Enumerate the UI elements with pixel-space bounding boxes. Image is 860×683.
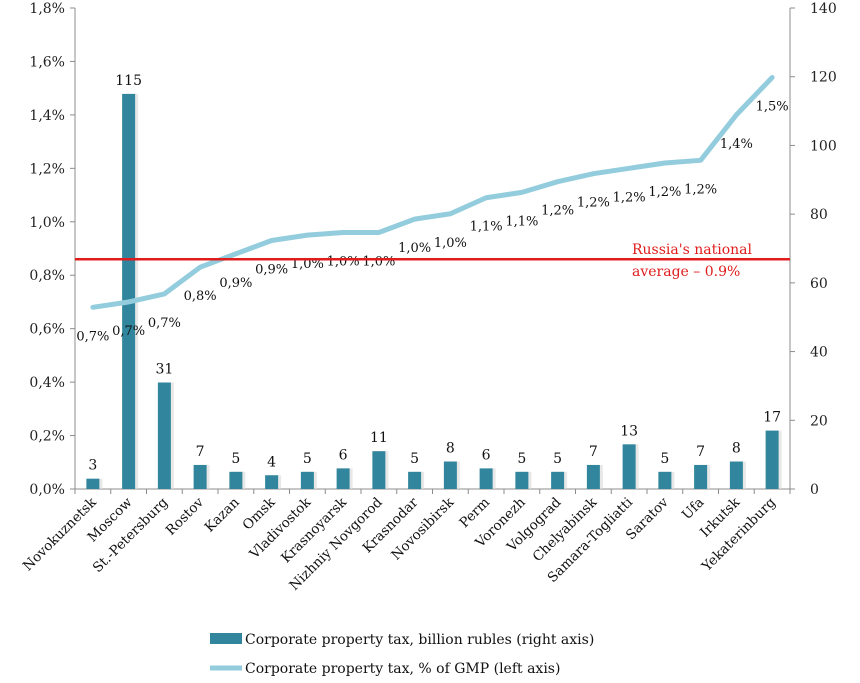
line-value-label: 0,7%	[76, 329, 109, 344]
line-value-label: 1,0%	[327, 254, 360, 269]
left-axis-tick-label: 1,0%	[29, 215, 65, 231]
bar-value-label: 3	[88, 458, 97, 474]
bar	[443, 461, 457, 489]
line-value-label: 1,2%	[648, 185, 681, 200]
line-value-label: 1,2%	[541, 204, 574, 219]
bar-value-label: 5	[517, 451, 526, 467]
bar	[551, 471, 565, 489]
line-value-label: 0,7%	[148, 316, 181, 331]
bar-value-label: 8	[732, 441, 741, 457]
right-axis-tick-label: 100	[810, 138, 837, 154]
x-axis-category-label: Novosibirsk	[388, 494, 457, 563]
line-value-label: 1,2%	[684, 182, 717, 197]
left-axis-tick-label: 1,4%	[29, 108, 65, 124]
left-axis-tick-label: 0,2%	[29, 429, 65, 445]
bar	[193, 464, 207, 489]
bar	[622, 444, 636, 489]
x-axis-category-label: Kazan	[202, 494, 243, 535]
line-value-label: 1,0%	[434, 236, 467, 251]
reference-annotation-line1: Russia's national	[632, 242, 752, 258]
bar-value-label: 4	[267, 454, 276, 470]
bar	[265, 475, 279, 489]
left-axis-tick-label: 1,8%	[29, 1, 65, 17]
bar-value-label: 7	[696, 444, 705, 460]
bar	[658, 471, 672, 489]
bar	[694, 464, 708, 489]
bar-value-label: 13	[620, 423, 638, 439]
line-value-label: 0,9%	[255, 262, 288, 277]
bar-value-label: 5	[660, 451, 669, 467]
bar-value-label: 11	[370, 430, 388, 446]
line-value-label: 1,5%	[756, 99, 789, 114]
line-value-label: 1,2%	[613, 190, 646, 205]
right-axis-tick-label: 0	[810, 482, 819, 498]
bar	[586, 464, 600, 489]
right-axis-tick-label: 120	[810, 70, 837, 86]
x-axis-category-label: Rostov	[163, 494, 207, 538]
line-value-label: 1,2%	[577, 196, 610, 211]
line-value-label: 1,4%	[720, 137, 753, 152]
bar	[86, 478, 100, 489]
bar	[729, 461, 743, 489]
right-axis-tick-label: 20	[810, 413, 828, 429]
left-axis-tick-label: 0,6%	[29, 322, 65, 338]
bar-value-label: 5	[410, 451, 419, 467]
bar-value-label: 6	[482, 447, 491, 463]
line-value-label: 1,0%	[291, 257, 324, 272]
bar-value-label: 8	[446, 441, 455, 457]
right-axis-tick-label: 140	[810, 1, 837, 17]
bar-value-label: 31	[155, 361, 173, 377]
left-axis-tick-label: 1,2%	[29, 161, 65, 177]
legend: Corporate property tax, billion rubles (…	[210, 632, 594, 677]
bar	[408, 471, 422, 489]
left-axis-tick-label: 0,4%	[29, 375, 65, 391]
line-series	[90, 74, 775, 310]
right-axis-tick-label: 40	[810, 345, 828, 361]
right-axis-tick-label: 60	[810, 276, 828, 292]
bar	[157, 382, 171, 489]
line-value-label: 1,1%	[470, 220, 503, 235]
line-value-label: 1,0%	[398, 241, 431, 256]
bar-value-label: 7	[589, 444, 598, 460]
bar	[479, 468, 493, 489]
bar-value-label: 5	[303, 451, 312, 467]
legend-label-line: Corporate property tax, % of GMP (left a…	[245, 661, 560, 677]
line-value-label: 0,8%	[184, 289, 217, 304]
bar-value-label: 7	[196, 444, 205, 460]
left-axis-tick-label: 0,0%	[29, 482, 65, 498]
bar-value-label: 6	[339, 447, 348, 463]
bar	[372, 451, 386, 489]
bar	[336, 468, 350, 489]
bar	[515, 471, 529, 489]
reference-annotation-line2: average – 0.9%	[632, 264, 740, 280]
line-value-label: 1,1%	[505, 214, 538, 229]
bar-value-label: 17	[763, 410, 781, 426]
line-value-label: 1,0%	[362, 254, 395, 269]
bar	[300, 471, 314, 489]
bar-value-label: 5	[231, 451, 240, 467]
bar	[229, 471, 243, 489]
bar-value-label: 115	[115, 73, 142, 89]
line-value-label: 0,9%	[219, 276, 252, 291]
line-value-label: 0,7%	[112, 324, 145, 339]
bar	[765, 430, 779, 489]
legend-swatch-bar	[210, 633, 242, 644]
left-axis-tick-label: 1,6%	[29, 54, 65, 70]
line-layer: 0,7% 0,7%0,7%0,8%0,9%0,9% 1,0% 1,0% 1,0%1,0%…	[76, 74, 789, 344]
x-axis-category-label: Ufa	[679, 495, 708, 524]
left-axis-tick-label: 0,8%	[29, 268, 65, 284]
bar-value-label: 5	[553, 451, 562, 467]
reference-layer: Russia's national average – 0.9%	[75, 242, 790, 280]
right-axis-tick-label: 80	[810, 207, 828, 223]
bar	[122, 93, 136, 490]
legend-label-bar: Corporate property tax, billion rubles (…	[245, 632, 594, 648]
